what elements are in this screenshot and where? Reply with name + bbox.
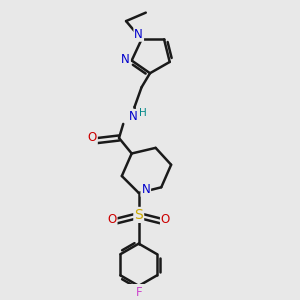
Text: F: F [135,286,142,298]
Text: O: O [88,131,97,145]
Text: H: H [139,109,147,118]
Text: N: N [141,183,150,196]
Text: O: O [161,213,170,226]
Text: N: N [134,28,143,41]
Text: O: O [107,213,117,226]
Text: S: S [134,208,143,222]
Text: N: N [121,52,130,66]
Text: N: N [129,110,137,123]
